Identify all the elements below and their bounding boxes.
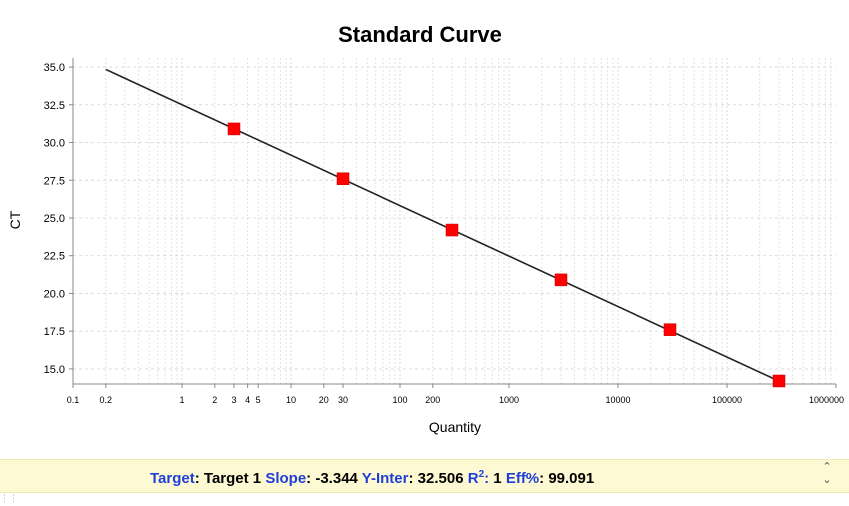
y-tick-label: 32.5 [44,100,65,112]
x-tick-label: 100000 [712,395,742,405]
yinter-value: 32.506 [417,470,464,487]
x-tick-label: 10 [286,395,296,405]
target-label: Target [150,470,195,487]
x-tick-label: 1000000 [809,395,844,405]
resize-grip-icon: ⋮⋮ [0,494,18,504]
r2-value: 1 [493,470,502,487]
target-value: Target 1 [203,470,262,487]
y-tick-label: 15.0 [44,364,65,376]
x-tick-label: 5 [256,395,261,405]
chart-svg: Standard Curve 15.0 17.5 20.0 22.5 25.0 27.5 3… [7,22,844,435]
data-point [554,273,568,287]
y-tick-label: 20.0 [44,288,65,300]
r2-label: R [467,470,479,487]
eff-value: 99.091 [548,470,595,487]
slope-label: Slope [265,470,307,487]
x-tick-label: 10000 [605,395,630,405]
tick-labels: 15.0 17.5 20.0 22.5 25.0 27.5 30.0 32.5 35.0 0.1 0… [44,62,844,405]
chart-title: Standard Curve [338,22,502,47]
y-tick-label: 27.5 [44,175,65,187]
y-tick-label: 17.5 [44,326,65,338]
x-tick-label: 1000 [499,395,519,405]
data-point [772,374,786,388]
x-tick-label: 0.1 [67,395,80,405]
data-point [227,122,241,136]
x-tick-label: 4 [245,395,250,405]
x-axis-label: Quantity [429,419,481,435]
x-tick-label: 30 [338,395,348,405]
summary-scroll-control[interactable]: ⌃ ⌄ [820,461,834,489]
y-tick-label: 25.0 [44,213,65,225]
y-tick-label: 30.0 [44,138,65,150]
x-tick-label: 1 [179,395,184,405]
data-point [336,172,350,185]
r2-superscript: 2 [478,469,485,480]
yinter-label: Y-Inter [361,470,409,487]
x-tick-label: 20 [319,395,329,405]
data-points [227,122,786,388]
y-axis-label: CT [7,210,23,229]
slope-value: -3.344 [315,470,358,487]
x-tick-label: 100 [392,395,407,405]
x-tick-label: 3 [231,395,236,405]
data-point [445,223,459,237]
x-tick-label: 2 [212,395,217,405]
axis-layer [69,58,837,388]
chevron-up-icon[interactable]: ⌃ [822,460,832,473]
x-tick-label: 200 [425,395,440,405]
standard-curve-summary-bar: Target: Target 1 Slope: -3.344 Y-Inter: … [0,459,849,493]
eff-label: Eff% [505,470,540,487]
standard-curve-chart: Standard Curve 15.0 17.5 20.0 22.5 25.0 27.5 3… [7,22,844,435]
y-tick-label: 35.0 [44,62,65,74]
summary-line: Target: Target 1 Slope: -3.344 Y-Inter: … [150,469,595,487]
x-tick-label: 0.2 [100,395,113,405]
chevron-down-icon[interactable]: ⌄ [822,473,832,486]
y-tick-label: 22.5 [44,251,65,263]
data-point [663,323,677,336]
